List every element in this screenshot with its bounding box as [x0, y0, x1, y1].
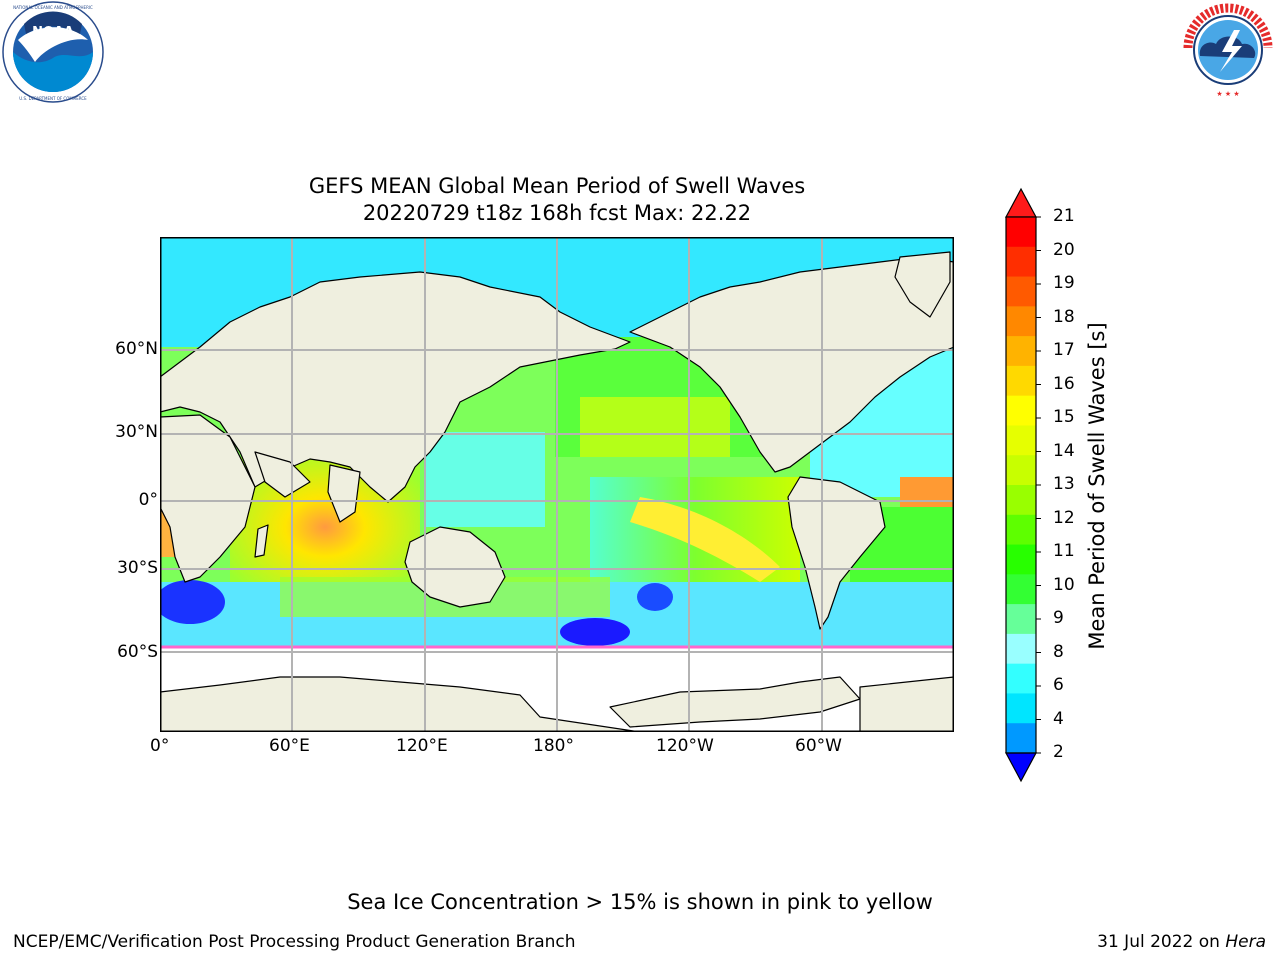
- lat-label-0: 0°: [138, 490, 158, 510]
- colorbar-segment: [1006, 246, 1036, 278]
- colorbar-tick-label: 21: [1053, 206, 1075, 226]
- colorbar-label: Mean Period of Swell Waves [s]: [1085, 322, 1109, 650]
- lon-label-120e: 120°E: [396, 736, 448, 756]
- colorbar-tick-label: 8: [1053, 641, 1064, 662]
- lat-label-30s: 30°S: [117, 558, 158, 578]
- noaa-logo: NOAA NATIONAL OCEANIC AND ATMOSPHERIC U.…: [2, 1, 104, 103]
- colorbar-tick-label: 14: [1053, 440, 1075, 461]
- colorbar-segment: [1006, 693, 1036, 724]
- colorbar: [1004, 187, 1041, 783]
- colorbar-segment: [1006, 276, 1036, 307]
- colorbar-segment: [1006, 336, 1036, 367]
- footer-credit: NCEP/EMC/Verification Post Processing Pr…: [13, 932, 576, 952]
- colorbar-segment: [1006, 395, 1036, 426]
- colorbar-segment: [1006, 306, 1036, 337]
- lon-label-60w: 60°W: [795, 736, 842, 756]
- footer-machine: Hera: [1225, 932, 1266, 952]
- colorbar-tick-label: 15: [1053, 407, 1075, 427]
- colorbar-tick-label: 17: [1053, 340, 1075, 360]
- colorbar-segment: [1006, 574, 1036, 605]
- lat-label-30n: 30°N: [115, 422, 158, 442]
- lat-label-60n: 60°N: [115, 339, 158, 359]
- sea-ice-note: Sea Ice Concentration > 15% is shown in …: [347, 890, 933, 914]
- land: [160, 251, 954, 732]
- lat-label-60s: 60°S: [117, 642, 158, 662]
- colorbar-segment: [1006, 544, 1036, 575]
- footer-date: 31 Jul 2022 on: [1097, 932, 1226, 952]
- global-swell-period-map: [160, 237, 954, 732]
- graticule: [160, 237, 954, 732]
- colorbar-segment: [1006, 663, 1036, 694]
- colorbar-tick-label: 18: [1053, 306, 1075, 327]
- svg-text:U.S. DEPARTMENT OF COMMERCE: U.S. DEPARTMENT OF COMMERCE: [19, 96, 87, 101]
- colorbar-segment: [1006, 604, 1036, 635]
- chart-title: GEFS MEAN Global Mean Period of Swell Wa…: [308, 174, 806, 198]
- colorbar-under-arrow: [1004, 752, 1038, 783]
- colorbar-tick-label: 19: [1053, 273, 1075, 293]
- colorbar-tick-label: 12: [1053, 507, 1075, 528]
- nws-logo: ★ ★ ★: [1182, 3, 1274, 98]
- svg-text:★ ★ ★: ★ ★ ★: [1216, 90, 1239, 98]
- colorbar-segment: [1006, 485, 1036, 516]
- north-america-landmass: [629, 256, 954, 473]
- colorbar-segment: [1006, 455, 1036, 486]
- west-tropical-pacific-region: [425, 432, 545, 527]
- colorbar-tick-label: 10: [1053, 574, 1075, 595]
- colorbar-tick-label: 13: [1053, 474, 1075, 494]
- lon-label-180: 180°: [533, 736, 574, 756]
- colorbar-over-arrow: [1004, 187, 1038, 218]
- australia-landmass: [404, 526, 506, 608]
- colorbar-segment: [1006, 633, 1036, 665]
- colorbar-segment: [1006, 217, 1036, 248]
- footer-timestamp: 31 Jul 2022 on Hera: [1097, 932, 1266, 952]
- greenland-landmass: [894, 251, 951, 318]
- svg-text:NATIONAL OCEANIC AND ATMOSPHER: NATIONAL OCEANIC AND ATMOSPHERIC: [13, 5, 93, 10]
- colorbar-segment: [1006, 425, 1036, 456]
- south-pacific-trade-region: [630, 497, 780, 582]
- colorbar-tick-label: 20: [1053, 239, 1075, 260]
- lon-label-60e: 60°E: [269, 736, 310, 756]
- colorbar-tick-label: 9: [1053, 608, 1064, 628]
- svg-text:NOAA: NOAA: [32, 25, 74, 40]
- colorbar-segment: [1006, 365, 1036, 397]
- colorbar-tick-label: 6: [1053, 675, 1064, 695]
- colorbar-segment: [1006, 723, 1036, 754]
- lon-label-0: 0°: [150, 736, 170, 756]
- colorbar-tick-label: 2: [1053, 742, 1064, 762]
- colorbar-tick-label: 4: [1053, 708, 1064, 729]
- map-frame: [160, 237, 954, 732]
- colorbar-tick-label: 11: [1053, 541, 1075, 561]
- chart-subtitle: 20220729 t18z 168h fcst Max: 22.22: [362, 201, 752, 225]
- lon-label-120w: 120°W: [656, 736, 714, 756]
- colorbar-tick-label: 16: [1053, 373, 1075, 394]
- colorbar-segment: [1006, 514, 1036, 546]
- antarctica-landmass: [160, 676, 641, 732]
